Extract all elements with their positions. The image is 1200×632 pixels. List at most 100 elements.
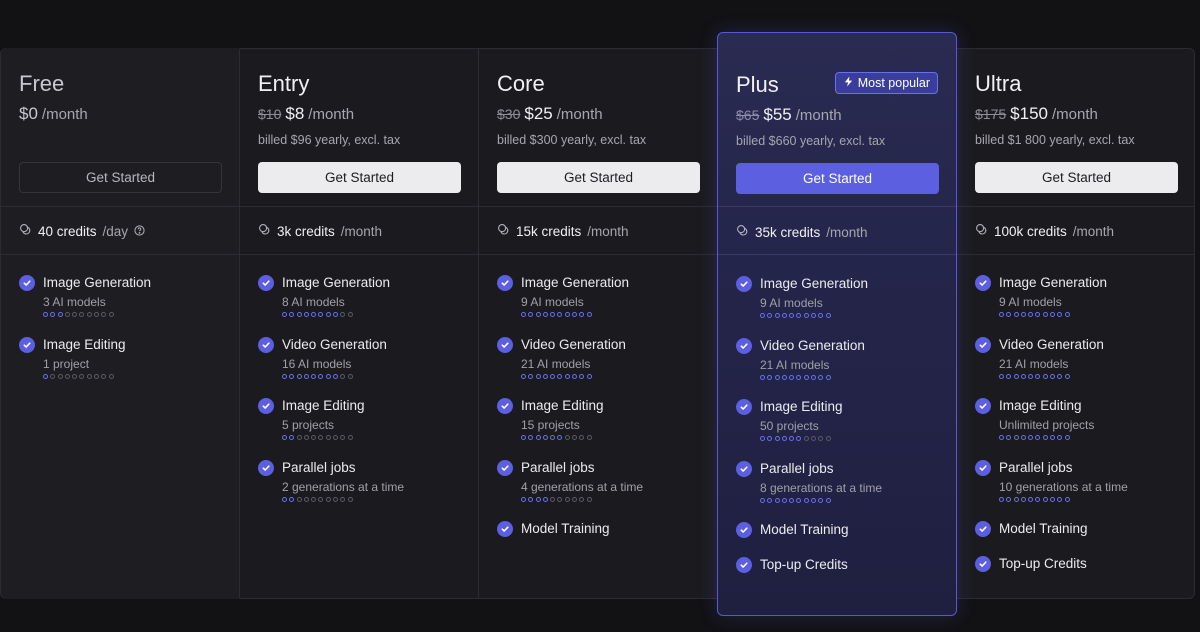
- level-dot: [311, 435, 317, 440]
- level-dot: [803, 497, 809, 503]
- level-dot: [289, 312, 295, 317]
- level-dot: [760, 313, 765, 318]
- feature-level-meter: [282, 312, 353, 317]
- level-dot: [94, 373, 100, 379]
- level-dot: [774, 497, 780, 503]
- level-dot: [94, 312, 100, 317]
- level-dot: [572, 373, 578, 379]
- level-dot: [303, 496, 309, 502]
- level-dot: [781, 313, 787, 318]
- level-dot: [282, 496, 287, 502]
- price-period: /month: [795, 107, 842, 124]
- column-divider: [478, 49, 479, 598]
- level-dot: [818, 436, 824, 441]
- feature-detail: 9 AI models: [999, 295, 1062, 309]
- feature-title: Video Generation: [521, 336, 626, 352]
- level-dot: [1020, 435, 1026, 440]
- plan-name: Entry: [258, 71, 310, 96]
- feature-level-meter: [43, 373, 114, 379]
- feature-detail: 5 projects: [282, 418, 335, 432]
- get-started-button[interactable]: Get Started: [497, 162, 700, 193]
- level-dot: [999, 435, 1004, 440]
- level-dot: [1035, 496, 1041, 502]
- check-circle-icon: [975, 556, 991, 572]
- level-dot: [521, 435, 526, 440]
- level-dot: [333, 312, 339, 317]
- level-dot: [818, 313, 824, 318]
- price-period: /month: [1051, 106, 1098, 123]
- level-dot: [1028, 496, 1034, 502]
- level-dot: [789, 374, 795, 380]
- credits-unit: /month: [587, 223, 629, 239]
- coins-icon: [736, 224, 749, 240]
- level-dot: [781, 374, 787, 380]
- level-dot: [1020, 496, 1026, 502]
- level-dot: [774, 313, 780, 318]
- level-dot: [760, 436, 765, 441]
- level-dot: [774, 436, 780, 441]
- level-dot: [818, 497, 824, 503]
- price-amount: $25: [524, 104, 553, 123]
- level-dot: [325, 435, 331, 440]
- feature-title: Image Generation: [282, 275, 391, 290]
- level-dot: [579, 496, 585, 502]
- level-dot: [1035, 312, 1041, 317]
- level-dot: [1028, 435, 1034, 440]
- check-circle-icon: [497, 275, 513, 291]
- level-dot: [542, 435, 548, 440]
- row-divider: [718, 206, 956, 207]
- question-circle-icon[interactable]: [134, 224, 145, 239]
- level-dot: [108, 373, 114, 379]
- level-dot: [1064, 312, 1070, 317]
- coins-icon: [258, 223, 271, 239]
- row-divider: [718, 254, 956, 255]
- level-dot: [1013, 496, 1019, 502]
- level-dot: [1006, 435, 1012, 440]
- get-started-button[interactable]: Get Started: [258, 162, 461, 193]
- get-started-button[interactable]: Get Started: [975, 162, 1178, 193]
- feature-title: Image Editing: [760, 399, 843, 414]
- level-dot: [318, 435, 324, 440]
- level-dot: [296, 435, 302, 440]
- check-circle-icon: [975, 398, 991, 414]
- coins-icon: [497, 223, 510, 239]
- credits-unit: /month: [826, 224, 868, 240]
- feature-title: Image Generation: [43, 275, 152, 290]
- level-dot: [528, 373, 534, 379]
- level-dot: [557, 312, 563, 317]
- feature-level-meter: [999, 312, 1070, 317]
- level-dot: [586, 435, 592, 440]
- level-dot: [325, 312, 331, 317]
- level-dot: [572, 435, 578, 440]
- level-dot: [579, 373, 585, 379]
- feature-detail: Unlimited projects: [999, 418, 1095, 432]
- level-dot: [1013, 373, 1019, 379]
- feature-level-meter: [760, 313, 831, 318]
- feature-title: Parallel jobs: [521, 459, 595, 475]
- get-started-button[interactable]: Get Started: [19, 162, 222, 193]
- level-dot: [1042, 435, 1048, 440]
- plan-card-ultra: Ultra $175 $150/month billed $1 800 yearl…: [957, 48, 1196, 599]
- level-dot: [542, 312, 548, 317]
- price-amount: $150: [1010, 104, 1048, 123]
- level-dot: [564, 312, 570, 317]
- feature-title: Model Training: [521, 521, 610, 536]
- level-dot: [347, 496, 353, 502]
- feature-level-meter: [282, 496, 353, 502]
- feature-title: Image Editing: [521, 398, 604, 413]
- row-divider: [1, 254, 1194, 255]
- get-started-button[interactable]: Get Started: [736, 163, 939, 194]
- level-dot: [535, 373, 541, 379]
- feature-detail: 50 projects: [760, 419, 819, 433]
- badge-label: Most popular: [857, 76, 930, 90]
- feature-title: Image Editing: [282, 398, 365, 413]
- billing-note: billed $300 yearly, excl. tax: [497, 133, 647, 147]
- level-dot: [818, 374, 824, 380]
- feature-title: Image Editing: [43, 336, 126, 352]
- credits-unit: /month: [340, 223, 383, 239]
- level-dot: [1042, 496, 1048, 502]
- check-circle-icon: [736, 337, 752, 354]
- level-dot: [1050, 373, 1056, 379]
- level-dot: [1057, 435, 1063, 440]
- level-dot: [289, 373, 295, 379]
